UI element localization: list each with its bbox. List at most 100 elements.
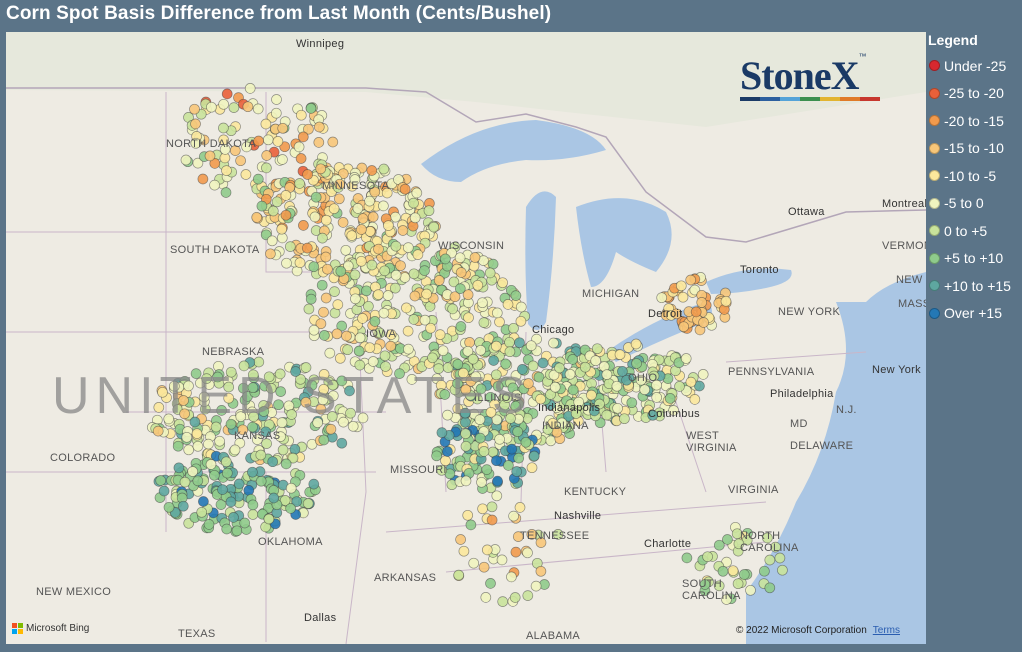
legend-item[interactable]: -10 to -5 <box>926 162 1022 190</box>
map-point[interactable] <box>431 450 442 462</box>
map-point[interactable] <box>573 396 585 408</box>
map-point[interactable] <box>256 200 268 212</box>
map-point[interactable] <box>689 394 701 405</box>
map-point[interactable] <box>579 361 591 373</box>
map-point[interactable] <box>612 402 623 414</box>
map-point[interactable] <box>247 421 258 433</box>
map-point[interactable] <box>305 293 317 305</box>
map-point[interactable] <box>527 360 539 372</box>
map-point[interactable] <box>590 355 602 367</box>
map-point[interactable] <box>273 399 284 411</box>
map-point[interactable] <box>347 420 359 432</box>
map-point[interactable] <box>363 300 374 312</box>
map-point[interactable] <box>635 374 647 386</box>
map-point[interactable] <box>191 428 203 439</box>
map-point[interactable] <box>533 371 545 383</box>
map-point[interactable] <box>153 402 165 413</box>
map-point[interactable] <box>478 561 490 573</box>
map-point[interactable] <box>218 122 229 134</box>
map-point[interactable] <box>460 440 472 452</box>
map-point[interactable] <box>462 289 474 301</box>
map-point[interactable] <box>601 369 613 380</box>
map-point[interactable] <box>262 134 274 146</box>
map-point[interactable] <box>475 383 487 395</box>
map-point[interactable] <box>508 510 519 522</box>
map-point[interactable] <box>455 534 466 545</box>
map-point[interactable] <box>189 103 200 115</box>
map-point[interactable] <box>206 101 217 113</box>
map-point[interactable] <box>423 205 435 217</box>
map-point[interactable] <box>233 478 245 490</box>
map-point[interactable] <box>477 503 488 515</box>
map-point[interactable] <box>764 554 776 566</box>
map-point[interactable] <box>535 537 547 548</box>
map-point[interactable] <box>303 123 314 135</box>
map-point[interactable] <box>337 217 349 228</box>
map-point[interactable] <box>611 380 623 392</box>
map-point[interactable] <box>344 385 355 397</box>
map-point[interactable] <box>190 137 202 149</box>
map-point[interactable] <box>196 506 208 518</box>
map-point[interactable] <box>378 307 390 319</box>
map-point[interactable] <box>252 103 264 115</box>
map-point[interactable] <box>297 131 309 143</box>
map-point[interactable] <box>336 375 348 387</box>
map-point[interactable] <box>454 252 466 264</box>
map-point[interactable] <box>381 187 393 199</box>
map-point[interactable] <box>324 347 336 359</box>
map-point[interactable] <box>255 475 267 487</box>
map-point[interactable] <box>513 452 525 464</box>
map-point[interactable] <box>408 314 420 325</box>
map-point[interactable] <box>399 272 411 283</box>
map-point[interactable] <box>762 532 773 544</box>
map-point[interactable] <box>180 154 192 166</box>
map-point[interactable] <box>305 103 317 114</box>
map-point[interactable] <box>651 379 662 391</box>
map-point[interactable] <box>183 444 195 456</box>
map-point[interactable] <box>408 197 419 209</box>
map-point[interactable] <box>526 529 538 540</box>
map-point[interactable] <box>696 297 708 308</box>
map-point[interactable] <box>537 357 549 369</box>
map-point[interactable] <box>478 446 490 457</box>
map-point[interactable] <box>354 359 366 371</box>
map-point[interactable] <box>759 565 770 577</box>
map-point[interactable] <box>357 213 369 224</box>
map-point[interactable] <box>702 551 713 563</box>
map-point[interactable] <box>457 367 469 379</box>
map-point[interactable] <box>205 459 217 470</box>
map-point[interactable] <box>552 529 564 540</box>
map-point[interactable] <box>294 178 305 189</box>
map-point[interactable] <box>329 286 340 297</box>
map-point[interactable] <box>731 528 743 540</box>
map-point[interactable] <box>504 346 516 358</box>
map-point[interactable] <box>685 274 697 286</box>
map-point[interactable] <box>229 145 241 156</box>
map-point[interactable] <box>460 475 472 487</box>
map-point[interactable] <box>285 482 297 494</box>
map-point[interactable] <box>437 345 449 357</box>
map-point[interactable] <box>403 343 414 355</box>
map-point[interactable] <box>421 288 432 300</box>
map-point[interactable] <box>401 302 412 314</box>
map-point[interactable] <box>506 443 518 455</box>
map-point[interactable] <box>452 378 463 389</box>
map-point[interactable] <box>509 592 521 603</box>
map-point[interactable] <box>225 366 237 378</box>
map-point[interactable] <box>475 344 487 356</box>
map-point[interactable] <box>335 265 347 277</box>
map-point[interactable] <box>462 509 474 521</box>
map-point[interactable] <box>303 303 315 315</box>
legend-item[interactable]: -15 to -10 <box>926 135 1022 163</box>
map-point[interactable] <box>190 368 202 379</box>
map-point[interactable] <box>349 269 361 281</box>
map-point[interactable] <box>355 255 367 267</box>
map-point[interactable] <box>490 340 502 352</box>
map-point[interactable] <box>520 436 532 448</box>
map-point[interactable] <box>419 314 431 326</box>
map-point[interactable] <box>334 352 346 364</box>
map-point[interactable] <box>286 409 297 420</box>
map-point[interactable] <box>436 427 448 438</box>
map-point[interactable] <box>267 456 279 468</box>
map-point[interactable] <box>181 431 193 443</box>
